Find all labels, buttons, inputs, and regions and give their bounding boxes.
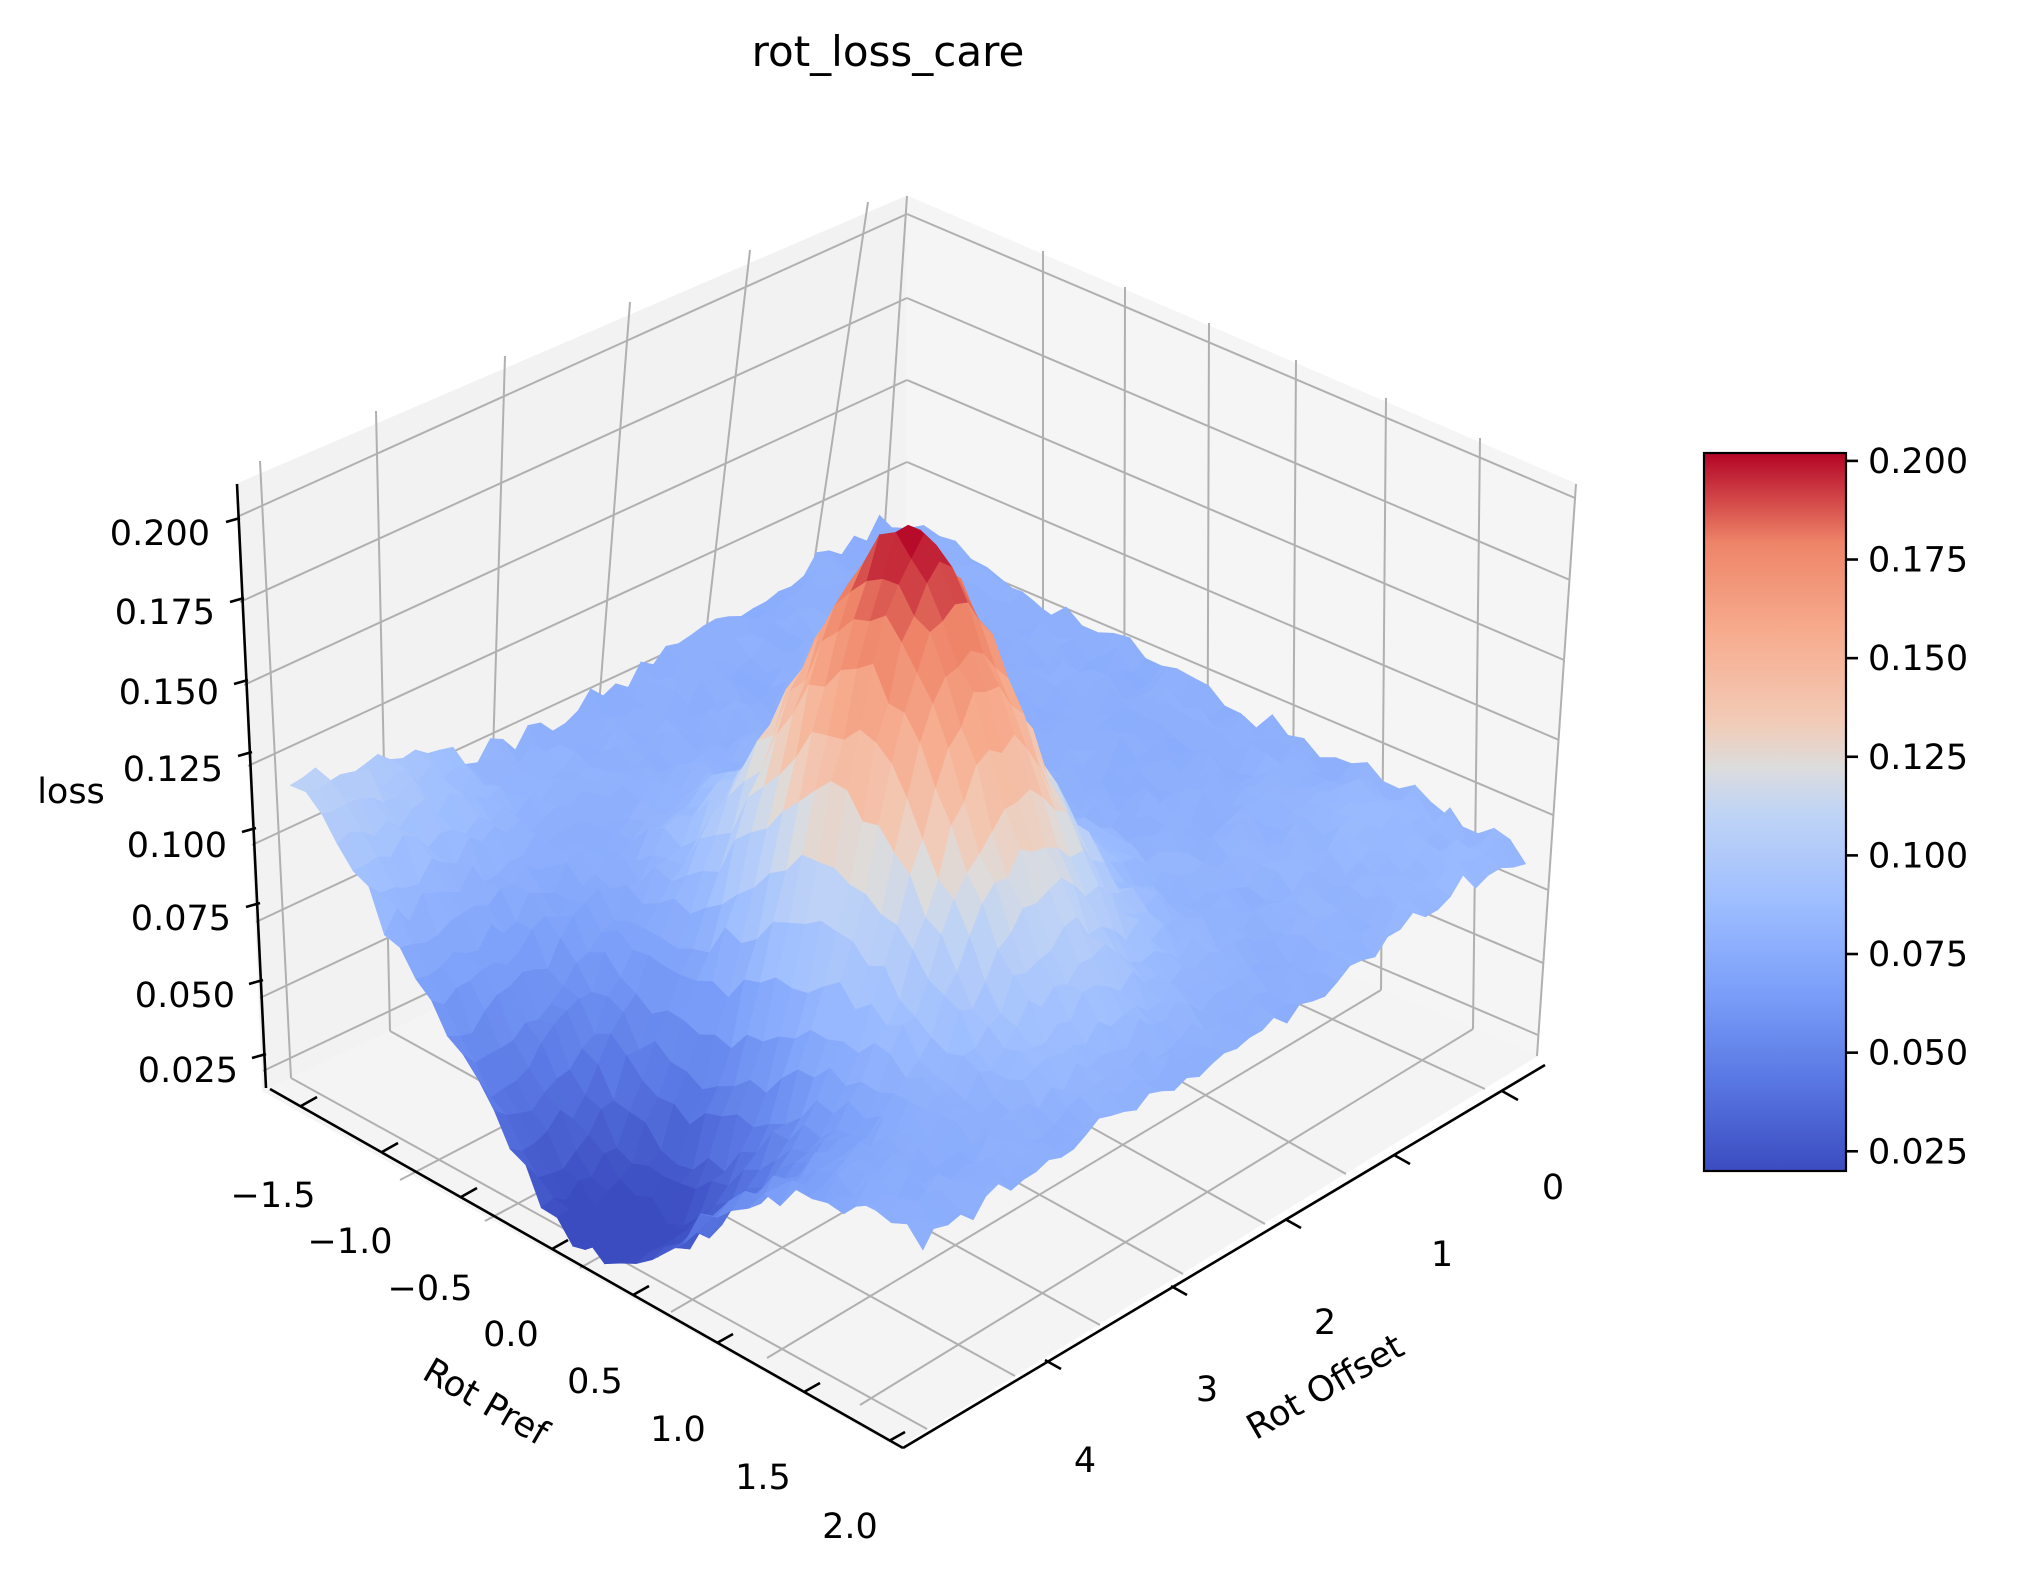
chart-title: rot_loss_care	[752, 27, 1025, 76]
colorbar-tick-label: 0.075	[1868, 935, 1968, 975]
y-tick-labels: 0 1 2 3 4	[1074, 1168, 1564, 1481]
x-tick	[888, 1430, 906, 1443]
z-tick-label: 0.200	[110, 514, 210, 554]
grid-y-right	[1472, 437, 1481, 1030]
grid-z-right	[906, 379, 1565, 661]
x-tick-label: 1.5	[735, 1458, 791, 1498]
colorbar: 0.025 0.050 0.075 0.100 0.125 0.150 0.175 0.200	[1702, 442, 1968, 1173]
grid-floor-y	[766, 989, 1382, 1359]
y-tick	[1393, 1153, 1411, 1166]
y-tick-label: 0	[1542, 1168, 1564, 1208]
y-tick-label: 3	[1196, 1370, 1218, 1410]
colorbar-tick-label: 0.200	[1868, 442, 1968, 482]
x-axis-line	[269, 1087, 904, 1450]
grid-z-right	[906, 540, 1554, 816]
z-tick-label: 0.100	[127, 826, 227, 866]
colorbar-ticks: 0.025 0.050 0.075 0.100 0.125 0.150 0.175 0.200	[1846, 442, 1968, 1172]
colorbar-tick-label: 0.175	[1868, 541, 1968, 581]
colorbar-tick-label: 0.025	[1868, 1132, 1968, 1172]
z-tick-label: 0.075	[131, 899, 231, 939]
z-tick	[251, 1052, 267, 1060]
z-tick-label: 0.175	[115, 593, 215, 633]
x-tick	[803, 1381, 821, 1394]
x-tick-label: −1.5	[231, 1176, 316, 1216]
z-tick	[233, 678, 249, 686]
z-axis-line	[235, 483, 268, 1089]
z-tick-labels: 0.200 0.175 0.150 0.125 0.100 0.075 0.05…	[110, 514, 238, 1091]
z-tick	[245, 901, 261, 909]
grid-z-right	[906, 213, 1576, 499]
x-tick-label: 2.0	[822, 1507, 878, 1547]
y-tick-label: 2	[1314, 1303, 1336, 1343]
x-tick	[460, 1186, 478, 1199]
z-tick-label: 0.125	[123, 750, 223, 790]
x-axis-label: Rot Pref	[416, 1351, 555, 1454]
y-tick	[1284, 1217, 1302, 1230]
y-tick	[1170, 1284, 1188, 1297]
grid-z-right	[906, 461, 1560, 741]
colorbar-tick-label: 0.150	[1868, 639, 1968, 679]
colorbar-gradient	[1702, 451, 1848, 1173]
z-tick-label: 0.025	[138, 1051, 238, 1091]
z-tick	[248, 978, 264, 986]
grid-z-left	[236, 213, 908, 518]
x-tick	[300, 1095, 318, 1108]
colorbar-tick-label: 0.125	[1868, 738, 1968, 778]
x-tick	[551, 1238, 569, 1251]
grid-z-left	[243, 379, 908, 686]
x-tick-label: 1.0	[650, 1410, 706, 1450]
x-tick-label: −1.0	[308, 1222, 393, 1262]
z-tick-label: 0.050	[135, 976, 235, 1016]
grid-z-left	[239, 297, 908, 603]
x-tick-label: 0.5	[567, 1362, 623, 1402]
surface-patch	[906, 1219, 937, 1251]
z-tick	[229, 596, 245, 604]
x-tick	[716, 1332, 734, 1345]
z-tick	[225, 516, 241, 524]
z-axis-label: loss	[37, 772, 105, 812]
y-tick-label: 4	[1074, 1441, 1096, 1481]
z-tick	[241, 826, 257, 834]
x-tick-label: 0.0	[483, 1315, 539, 1355]
colorbar-tick-label: 0.100	[1868, 836, 1968, 876]
grid-z-right	[906, 297, 1571, 581]
axis-lines	[225, 483, 1546, 1450]
y-tick	[1501, 1089, 1519, 1102]
z-tick	[237, 750, 253, 758]
x-tick	[381, 1141, 399, 1154]
grid-x-left	[259, 460, 292, 1079]
grid-z-left	[247, 461, 908, 767]
x-tick	[632, 1284, 650, 1297]
x-tick-labels: −1.5 −1.0 −0.5 0.0 0.5 1.0 1.5 2.0	[231, 1176, 878, 1547]
grid-floor-y	[859, 1028, 1474, 1406]
y-axis-line	[902, 1063, 1546, 1450]
colorbar-tick-label: 0.050	[1868, 1034, 1968, 1074]
y-tick-label: 1	[1431, 1235, 1453, 1275]
x-tick-label: −0.5	[388, 1269, 473, 1309]
z-tick-label: 0.150	[119, 673, 219, 713]
y-tick	[1044, 1358, 1062, 1371]
y-axis-label: Rot Offset	[1240, 1327, 1411, 1449]
loss-surface	[289, 514, 1527, 1265]
